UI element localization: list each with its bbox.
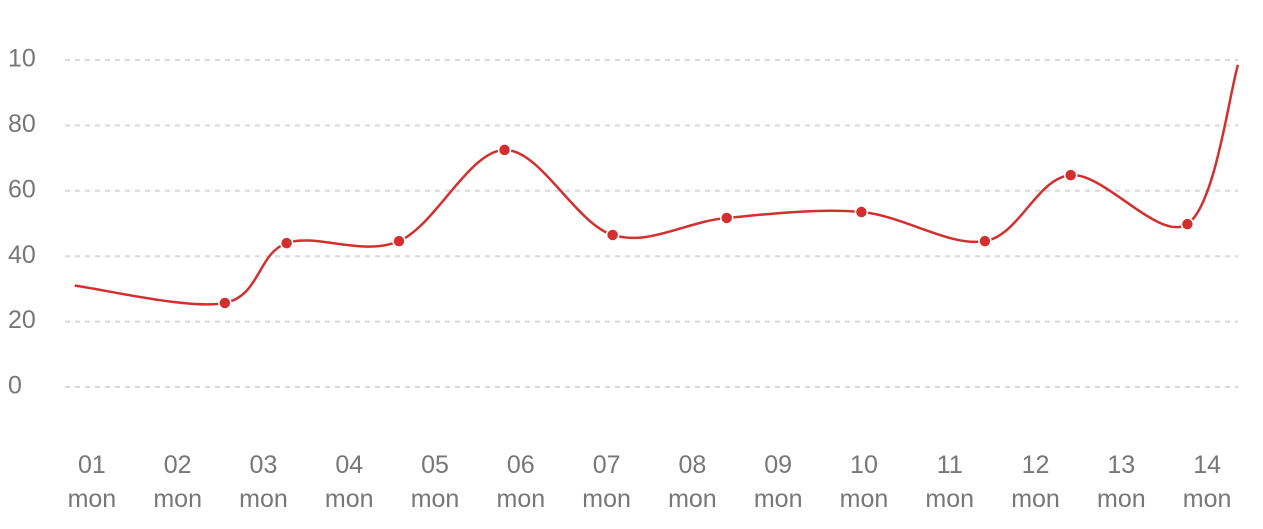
line [74,64,1240,306]
x-tick-label: 09 mon [754,451,803,513]
y-tick-label: 0 [8,372,22,400]
x-tick-label: 06 mon [497,451,546,513]
point [605,228,620,242]
x-tick-label: 05 mon [411,451,460,513]
y-tick-label: 40 [8,241,36,269]
x-tick-label: 07 mon [582,451,631,513]
y-tick-label: 20 [8,306,36,334]
point [978,234,992,248]
x-tick-label: 10 mon [840,451,889,513]
x-tick-label: 11 mon [925,451,974,513]
y-tick-label: 10 [8,45,36,73]
x-tick-label: 13 mon [1097,451,1146,513]
y-tick-label: 60 [8,175,36,203]
point [392,234,406,248]
point [497,143,512,157]
y-tick-label: 80 [8,110,36,138]
point [279,236,294,250]
x-tick-label: 01 mon [68,451,117,513]
point [218,296,232,310]
point [1063,168,1078,182]
x-tick-label: 12 mon [1011,451,1060,513]
x-tick-label: 04 mon [325,451,374,513]
x-tick-label: 03 mon [239,451,288,513]
point [854,205,869,219]
x-tick-label: 02 mon [153,451,202,513]
point [1180,217,1195,231]
point [719,211,734,225]
x-tick-label: 14 mon [1183,451,1232,513]
x-tick-label: 08 mon [668,451,717,513]
